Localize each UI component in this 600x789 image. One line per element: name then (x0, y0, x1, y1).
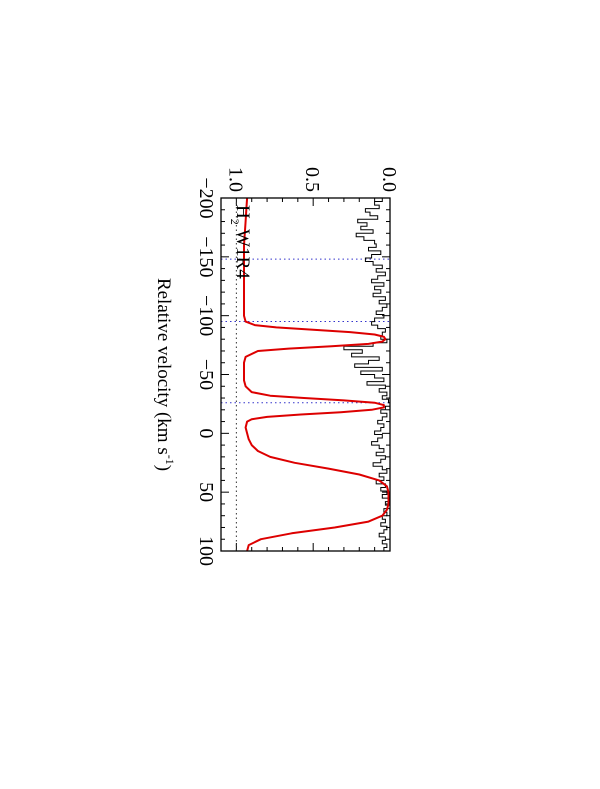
x-axis-label: Relative velocity (km s-1) (153, 278, 177, 471)
x-tick-label: 50 (195, 482, 217, 502)
transition-label: H2 W1R4 (228, 205, 253, 279)
observed-spectrum-histogram (343, 198, 391, 552)
series-layer (243, 197, 391, 552)
transition-label-suffix: W1R4 (232, 225, 253, 280)
y-tick-label: 0.0 (378, 167, 400, 192)
transition-label-prefix: H (232, 205, 253, 219)
x-tick-label: −200 (195, 177, 217, 218)
transition-label-subscript: 2 (228, 219, 242, 225)
y-tick-label: 0.5 (301, 167, 323, 192)
x-tick-label: 100 (195, 536, 217, 566)
x-axis-label-close: ) (153, 465, 174, 471)
x-axis-label-superscript: -1 (163, 455, 177, 465)
y-tick-label: 1.0 (224, 167, 246, 192)
y-tick-labels: 0.0 0.5 1.0 (224, 167, 400, 192)
model-fit-line (243, 197, 390, 552)
x-tick-label: 0 (195, 428, 217, 438)
x-tick-label: −50 (195, 359, 217, 390)
x-axis-label-text: Relative velocity (km s (153, 278, 174, 455)
plot-frame (220, 197, 391, 552)
x-tick-labels: −200 −150 −100 −50 0 50 100 (195, 177, 217, 566)
x-tick-label: −100 (195, 295, 217, 336)
x-tick-label: −150 (195, 236, 217, 277)
